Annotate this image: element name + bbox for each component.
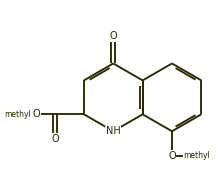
Text: NH: NH	[106, 126, 121, 136]
Text: O: O	[168, 151, 176, 161]
Text: methyl: methyl	[4, 110, 31, 119]
Text: O: O	[51, 134, 59, 144]
Text: O: O	[110, 31, 117, 41]
Text: O: O	[33, 109, 40, 119]
Text: methyl: methyl	[183, 151, 210, 160]
